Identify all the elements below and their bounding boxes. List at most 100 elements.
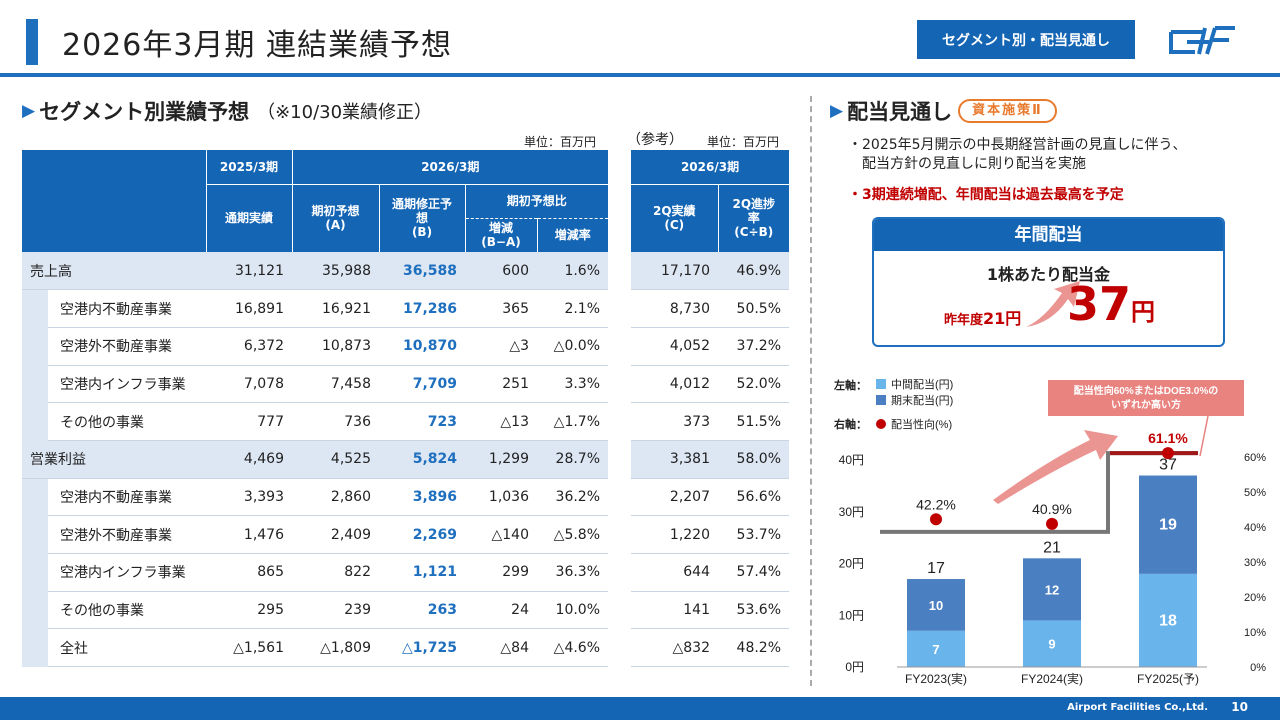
right-axis-caption: 右軸： bbox=[833, 417, 867, 431]
cell-progress: 57.4% bbox=[718, 553, 790, 592]
cell-value: 4,525 bbox=[292, 440, 379, 479]
payout-point bbox=[1162, 447, 1174, 460]
cell-value: 17,286 bbox=[379, 289, 465, 328]
row-label: 営業利益 bbox=[22, 440, 206, 479]
segment-section-title: ▶ セグメント別業績予想 （※10/30業績修正） bbox=[22, 100, 433, 124]
y-right-tick: 0% bbox=[1250, 662, 1266, 674]
cell-value: 865 bbox=[206, 553, 292, 592]
cell-value: 36.3% bbox=[537, 553, 609, 592]
company-name: Airport Facilities Co.,Ltd. bbox=[1067, 702, 1208, 713]
hdr-diff: 増減 (B−A) bbox=[465, 218, 538, 252]
cell-value: 295 bbox=[206, 591, 292, 630]
ref-row: 373 51.5% bbox=[631, 402, 790, 441]
bar-interim-label: 18 bbox=[1159, 612, 1177, 629]
cell-value: 35,988 bbox=[292, 252, 379, 291]
cell-value: 1,299 bbox=[465, 440, 537, 479]
y-right-tick: 30% bbox=[1244, 557, 1266, 569]
cell-value: 1,036 bbox=[465, 478, 537, 517]
row-label: 空港外不動産事業 bbox=[48, 515, 206, 554]
row-label: 空港内インフラ事業 bbox=[48, 553, 206, 592]
page-title: 2026年3月期 連結業績予想 bbox=[62, 28, 452, 63]
hdr-fy2026: 2026/3期 bbox=[292, 150, 609, 185]
row-label: 空港内不動産事業 bbox=[48, 289, 206, 328]
cell-value: 24 bbox=[465, 591, 537, 630]
cell-value: 16,891 bbox=[206, 289, 292, 328]
row-indent bbox=[22, 289, 48, 328]
cell-value: 2.1% bbox=[537, 289, 609, 328]
y-right-tick: 10% bbox=[1244, 627, 1266, 639]
cell-value: △1.7% bbox=[537, 402, 609, 441]
row-label: その他の事業 bbox=[48, 591, 206, 630]
cell-value: 5,824 bbox=[379, 440, 465, 479]
x-category-label: FY2025(予) bbox=[1137, 672, 1199, 686]
cell-q2: 373 bbox=[631, 402, 718, 441]
cell-progress: 46.9% bbox=[718, 252, 790, 291]
cell-value: 16,921 bbox=[292, 289, 379, 328]
hdr-progress: 2Q進捗率 (C÷B) bbox=[718, 184, 790, 252]
ref-row: △832 48.2% bbox=[631, 628, 790, 668]
bar-interim bbox=[907, 630, 965, 667]
callout-line-2: いずれか高い方 bbox=[1111, 398, 1181, 411]
callout-line-1: 配当性向60%またはDOE3.0%の bbox=[1074, 384, 1218, 397]
y-left-tick: 10円 bbox=[839, 608, 864, 622]
legend-swatch-final bbox=[876, 395, 886, 405]
table-row: 全社 △1,561 △1,809 △1,725 △84 △4.6% bbox=[22, 628, 609, 668]
ref-label: （参考） bbox=[627, 132, 683, 148]
ref-row: 4,012 52.0% bbox=[631, 365, 790, 404]
triangle-icon: ▶ bbox=[830, 101, 844, 121]
row-indent bbox=[22, 553, 48, 592]
up-arrow-icon bbox=[1026, 281, 1080, 327]
row-indent bbox=[22, 591, 48, 629]
cell-progress: 52.0% bbox=[718, 365, 790, 404]
cell-value: 31,121 bbox=[206, 252, 292, 291]
cell-value: 1,121 bbox=[379, 553, 465, 592]
cell-value: 299 bbox=[465, 553, 537, 592]
annual-dividend-head: 年間配当 bbox=[874, 219, 1223, 251]
bullet-policy: ・2025年5月開示の中長期経営計画の見直しに伴う、 配当方針の見直しに則り配当… bbox=[848, 137, 1187, 172]
cell-progress: 48.2% bbox=[718, 628, 790, 668]
cell-value: △0.0% bbox=[537, 327, 609, 366]
ref-row: 141 53.6% bbox=[631, 591, 790, 630]
y-left-tick: 0円 bbox=[845, 660, 864, 674]
x-category-label: FY2024(実) bbox=[1021, 671, 1083, 686]
cell-value: 10,873 bbox=[292, 327, 379, 366]
x-category-label: FY2023(実) bbox=[905, 671, 967, 686]
reference-table: 2026/3期 2Q実績 (C) 2Q進捗率 (C÷B) 17,170 46.9% 8,… bbox=[631, 150, 790, 668]
section-divider bbox=[810, 96, 812, 686]
dividend-chart: 左軸： 中間配当(円) 期末配当(円) 右軸： 配当性向(%) 配当性向60%ま… bbox=[833, 377, 1266, 686]
cell-value: 1.6% bbox=[537, 252, 609, 291]
cell-q2: 4,012 bbox=[631, 365, 718, 404]
table-row: その他の事業 295 239 263 24 10.0% bbox=[22, 591, 609, 630]
cell-value: △13 bbox=[465, 402, 537, 441]
company-logo bbox=[1169, 26, 1235, 55]
cell-value: 1,476 bbox=[206, 515, 292, 554]
table-row: その他の事業 777 736 723 △13 △1.7% bbox=[22, 402, 609, 441]
table-row: 空港内不動産事業 16,891 16,921 17,286 365 2.1% bbox=[22, 289, 609, 328]
cell-value: △4.6% bbox=[537, 628, 609, 668]
cell-value: 723 bbox=[379, 402, 465, 441]
ref-row: 1,220 53.7% bbox=[631, 515, 790, 554]
bar-final-label: 10 bbox=[929, 598, 943, 613]
legend-interim: 中間配当(円) bbox=[891, 377, 953, 391]
cell-progress: 56.6% bbox=[718, 478, 790, 517]
row-indent bbox=[22, 327, 48, 366]
cell-value: 10.0% bbox=[537, 591, 609, 630]
cell-value: △140 bbox=[465, 515, 537, 554]
cell-value: 3,896 bbox=[379, 478, 465, 517]
y-left-tick: 30円 bbox=[839, 505, 864, 519]
ref-row: 8,730 50.5% bbox=[631, 289, 790, 328]
cell-value: △5.8% bbox=[537, 515, 609, 554]
y-left-tick: 40円 bbox=[839, 453, 864, 467]
growth-arrow bbox=[993, 430, 1118, 504]
bar-total-label: 17 bbox=[927, 560, 945, 577]
row-indent bbox=[22, 478, 48, 516]
table-row: 営業利益 4,469 4,525 5,824 1,299 28.7% bbox=[22, 440, 609, 479]
cell-q2: 4,052 bbox=[631, 327, 718, 366]
payout-label: 42.2% bbox=[916, 496, 956, 512]
dividend-section-title: ▶ 配当見通し 資本施策Ⅱ bbox=[830, 96, 1057, 126]
table-row: 空港内インフラ事業 865 822 1,121 299 36.3% bbox=[22, 553, 609, 592]
y-right-tick: 50% bbox=[1244, 487, 1266, 499]
row-label: 売上高 bbox=[22, 252, 206, 291]
row-label: 空港内不動産事業 bbox=[48, 478, 206, 517]
page-number: 10 bbox=[1231, 700, 1248, 714]
